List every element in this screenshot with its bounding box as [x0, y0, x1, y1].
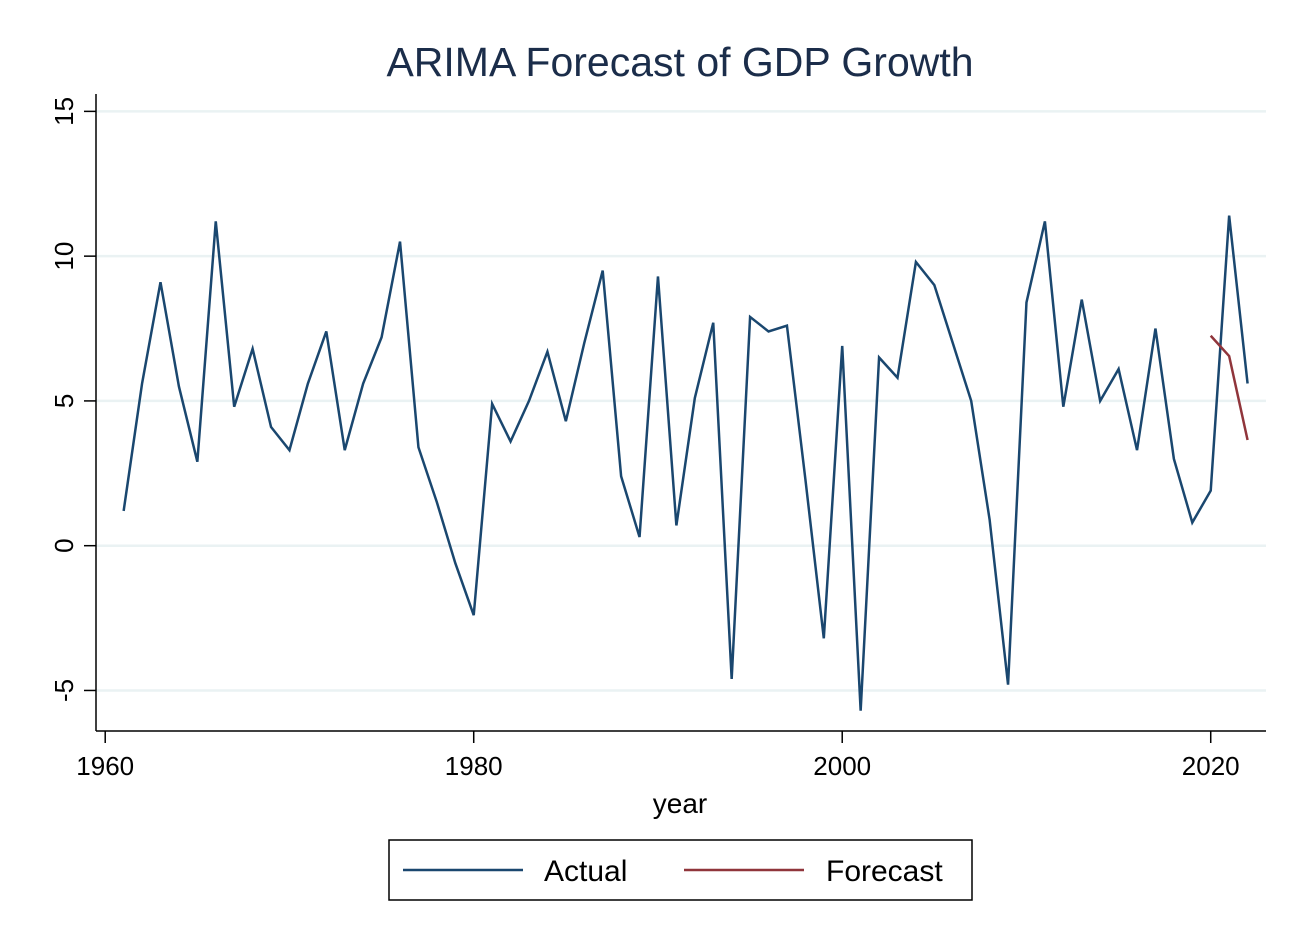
legend-label-forecast: Forecast — [826, 855, 943, 888]
x-axis-title: year — [653, 788, 707, 819]
legend-label-actual: Actual — [544, 855, 627, 888]
x-tick-label-2000: 2000 — [813, 751, 871, 781]
series-line-actual — [122, 215, 1249, 711]
y-tick-label-15: 15 — [49, 97, 79, 126]
legend-box — [388, 839, 973, 901]
series-lines — [122, 215, 1249, 711]
x-tick-label-2020: 2020 — [1182, 751, 1240, 781]
axes — [95, 94, 1266, 732]
chart-title: ARIMA Forecast of GDP Growth — [386, 39, 973, 85]
legend: Actual Forecast — [388, 839, 973, 901]
y-tick-label-5: 5 — [49, 394, 79, 408]
series-line-forecast — [1209, 334, 1249, 441]
y-ticks: -5 0 5 10 15 — [49, 97, 96, 702]
gridlines — [96, 110, 1266, 692]
x-tick-label-1980: 1980 — [445, 751, 503, 781]
x-tick-label-1960: 1960 — [76, 751, 134, 781]
y-tick-label-0: 0 — [49, 538, 79, 552]
y-tick-label-10: 10 — [49, 242, 79, 271]
y-tick-label--5: -5 — [49, 679, 79, 702]
x-ticks: 1960 1980 2000 2020 — [76, 731, 1240, 781]
